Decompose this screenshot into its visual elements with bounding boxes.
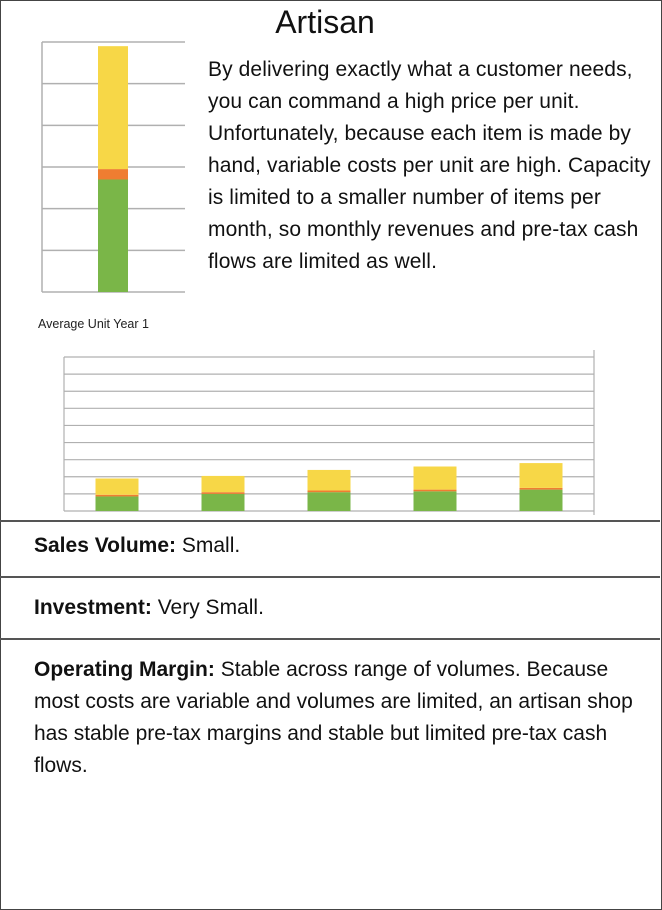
unit-bar-margin <box>98 46 128 170</box>
trend-bar-1-margin <box>95 478 139 495</box>
sales-volume-label: Sales Volume: <box>34 534 176 557</box>
trend-bar-2-other-cost <box>201 492 245 494</box>
divider-sales <box>0 520 660 522</box>
trend-bar-4-other-cost <box>413 489 457 492</box>
trend-bar-4-margin <box>413 466 457 490</box>
investment-value: Very Small. <box>157 596 264 619</box>
trend-bar-3-other-cost <box>307 490 351 493</box>
investment-row: Investment: Very Small. <box>34 592 264 623</box>
trend-bar-5-other-cost <box>519 487 563 490</box>
unit-chart-caption: Average Unit Year 1 <box>38 317 149 331</box>
sales-volume-row: Sales Volume: Small. <box>34 530 240 561</box>
operating-margin-value: Stable across range of volumes. Because … <box>34 658 633 777</box>
trend-bar-4-variable-cost <box>413 491 457 511</box>
card-title: Artisan <box>275 4 375 40</box>
trend-bar-3-variable-cost <box>307 492 351 511</box>
trend-bar-2-margin <box>201 475 245 493</box>
trend-bar-1-other-cost <box>95 494 139 497</box>
trend-bar-5-margin <box>519 463 563 488</box>
unit-bar-variable-cost <box>98 179 128 292</box>
investment-label: Investment: <box>34 596 152 619</box>
divider-margin <box>0 638 660 640</box>
trend-bar-3-margin <box>307 469 351 491</box>
description-paragraph-2: Unfortunately, because each item is made… <box>208 122 651 273</box>
divider-investment <box>0 576 660 578</box>
description-paragraph-1: By delivering exactly what a customer ne… <box>208 58 633 113</box>
operating-margin-label: Operating Margin: <box>34 658 215 681</box>
trend-bar-2-variable-cost <box>201 493 245 511</box>
operating-margin-row: Operating Margin: Stable across range of… <box>34 654 644 782</box>
unit-bar-other-cost <box>98 169 128 180</box>
description: By delivering exactly what a customer ne… <box>208 54 653 278</box>
trend-bar-5-variable-cost <box>519 489 563 511</box>
sales-volume-value: Small. <box>181 534 241 557</box>
trend-bar-1-variable-cost <box>95 496 139 511</box>
